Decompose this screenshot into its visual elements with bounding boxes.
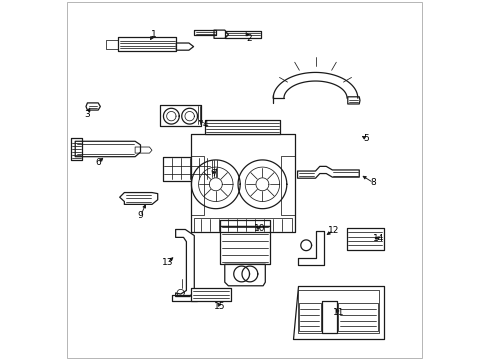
- Text: 11: 11: [332, 308, 344, 317]
- Polygon shape: [204, 120, 280, 134]
- Polygon shape: [346, 228, 383, 250]
- Text: 5: 5: [363, 134, 368, 143]
- Text: 14: 14: [372, 234, 384, 243]
- Text: 8: 8: [370, 178, 376, 187]
- Polygon shape: [190, 134, 294, 232]
- Text: 3: 3: [84, 109, 90, 118]
- Text: 15: 15: [214, 302, 225, 311]
- Polygon shape: [292, 286, 383, 338]
- Text: 1: 1: [151, 30, 157, 39]
- Polygon shape: [118, 37, 176, 51]
- Text: 4: 4: [203, 120, 208, 129]
- Polygon shape: [321, 301, 336, 333]
- Polygon shape: [160, 105, 201, 126]
- Text: 13: 13: [162, 258, 173, 267]
- Text: 9: 9: [137, 211, 143, 220]
- Text: 6: 6: [95, 158, 101, 167]
- Polygon shape: [190, 288, 230, 301]
- Polygon shape: [163, 157, 211, 181]
- Text: 10: 10: [253, 224, 265, 233]
- Text: 12: 12: [327, 226, 339, 235]
- Text: 2: 2: [245, 34, 251, 43]
- Text: 7: 7: [211, 169, 217, 178]
